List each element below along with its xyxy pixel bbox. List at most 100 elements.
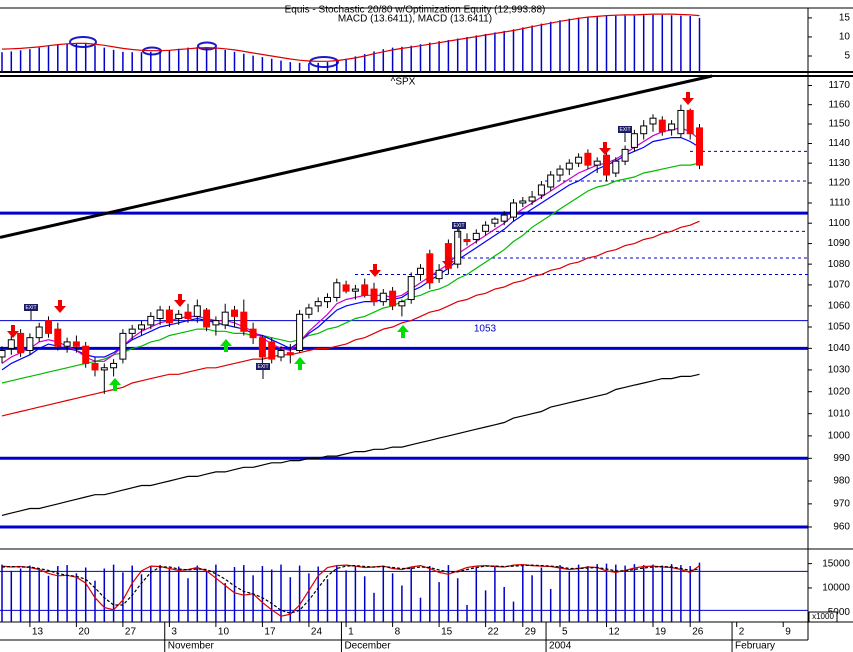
bar (345, 58, 347, 72)
y-tick-label: 1100 (828, 218, 850, 229)
bar (150, 51, 152, 72)
y-tick-label: 1090 (828, 238, 851, 249)
bar (196, 565, 199, 622)
bar (289, 62, 292, 72)
candle-body (175, 313, 183, 320)
bar (373, 592, 375, 622)
bar (345, 570, 347, 622)
bar (140, 52, 143, 72)
bar (689, 566, 691, 622)
candle-body (7, 339, 15, 349)
indicator-line (1, 373, 700, 516)
candle-body (556, 168, 564, 176)
candle-body (138, 324, 145, 330)
x-tick-label: 22 (488, 627, 500, 638)
x-tick-label: 9 (785, 627, 791, 638)
candle-body (463, 238, 471, 243)
bar (587, 16, 589, 73)
candle-body (584, 152, 592, 166)
candle-body (500, 214, 508, 222)
bar (168, 568, 171, 622)
bar (168, 49, 171, 72)
indicator-line (1, 220, 700, 417)
candle-body (296, 313, 304, 352)
y-tick-label: 1070 (828, 280, 851, 291)
chart-subtitle: MACD (13.6411), MACD (13.6411) (338, 14, 492, 25)
indicator-line (1, 137, 700, 371)
sell-arrow (7, 325, 19, 338)
bar (503, 30, 505, 72)
bar (243, 565, 245, 622)
bar (494, 565, 496, 622)
bar (410, 567, 412, 622)
bar (150, 566, 152, 622)
bar (419, 44, 422, 72)
candle-body (212, 320, 220, 326)
bar (652, 564, 654, 622)
bar (373, 51, 375, 72)
bar (605, 15, 608, 72)
bar (215, 48, 217, 72)
candle-body (351, 288, 359, 292)
exit-box (256, 363, 270, 370)
candle-body (100, 367, 108, 371)
bar (522, 564, 524, 622)
sell-arrow (369, 264, 381, 277)
bar (568, 571, 571, 622)
bar (512, 29, 515, 72)
bar (596, 564, 598, 622)
bar (438, 582, 440, 622)
bar (401, 585, 403, 622)
candle-body (0, 350, 6, 358)
bar (159, 51, 161, 72)
bar (475, 35, 478, 72)
sell-arrow (442, 255, 454, 268)
candle-body (417, 267, 424, 275)
bar (522, 27, 524, 72)
bar (140, 574, 143, 622)
bar (419, 597, 422, 622)
bar (122, 572, 124, 622)
bar (615, 15, 617, 72)
x-tick-label: 10 (218, 627, 230, 638)
candle-body (63, 341, 71, 347)
bar (187, 47, 189, 72)
bar (84, 567, 87, 622)
x-tick-label: 8 (395, 627, 401, 638)
bar (159, 565, 161, 622)
bar (252, 575, 254, 622)
candle-body (621, 148, 629, 162)
bar (642, 565, 645, 622)
bar (354, 56, 357, 72)
candle-body (45, 320, 52, 334)
candle-body (35, 326, 43, 339)
highlight-circle (69, 36, 97, 48)
y-tick-label: 1130 (828, 158, 850, 169)
bar (10, 570, 13, 622)
bar (382, 49, 385, 72)
unit-box (808, 611, 838, 623)
bar (670, 15, 673, 73)
y-tick-label: 1020 (828, 386, 851, 397)
unit-label: x1000 (812, 612, 834, 621)
candle-body (696, 127, 703, 166)
bar (624, 565, 626, 622)
bar (205, 47, 208, 72)
sell-arrow (174, 294, 186, 307)
y-tick-label: 960 (833, 522, 850, 533)
candle-body (491, 218, 499, 224)
bar (577, 564, 580, 622)
bar (215, 564, 217, 622)
bar (280, 564, 282, 622)
bar (224, 49, 226, 72)
bar (624, 15, 626, 72)
bar (131, 52, 133, 72)
candle-body (435, 269, 443, 280)
bar (633, 15, 636, 72)
candle-body (649, 117, 657, 125)
x-tick-label: 15 (441, 627, 453, 638)
candle-body (668, 123, 676, 131)
bar (233, 51, 236, 72)
candle-body (249, 328, 257, 339)
bar (289, 577, 292, 622)
